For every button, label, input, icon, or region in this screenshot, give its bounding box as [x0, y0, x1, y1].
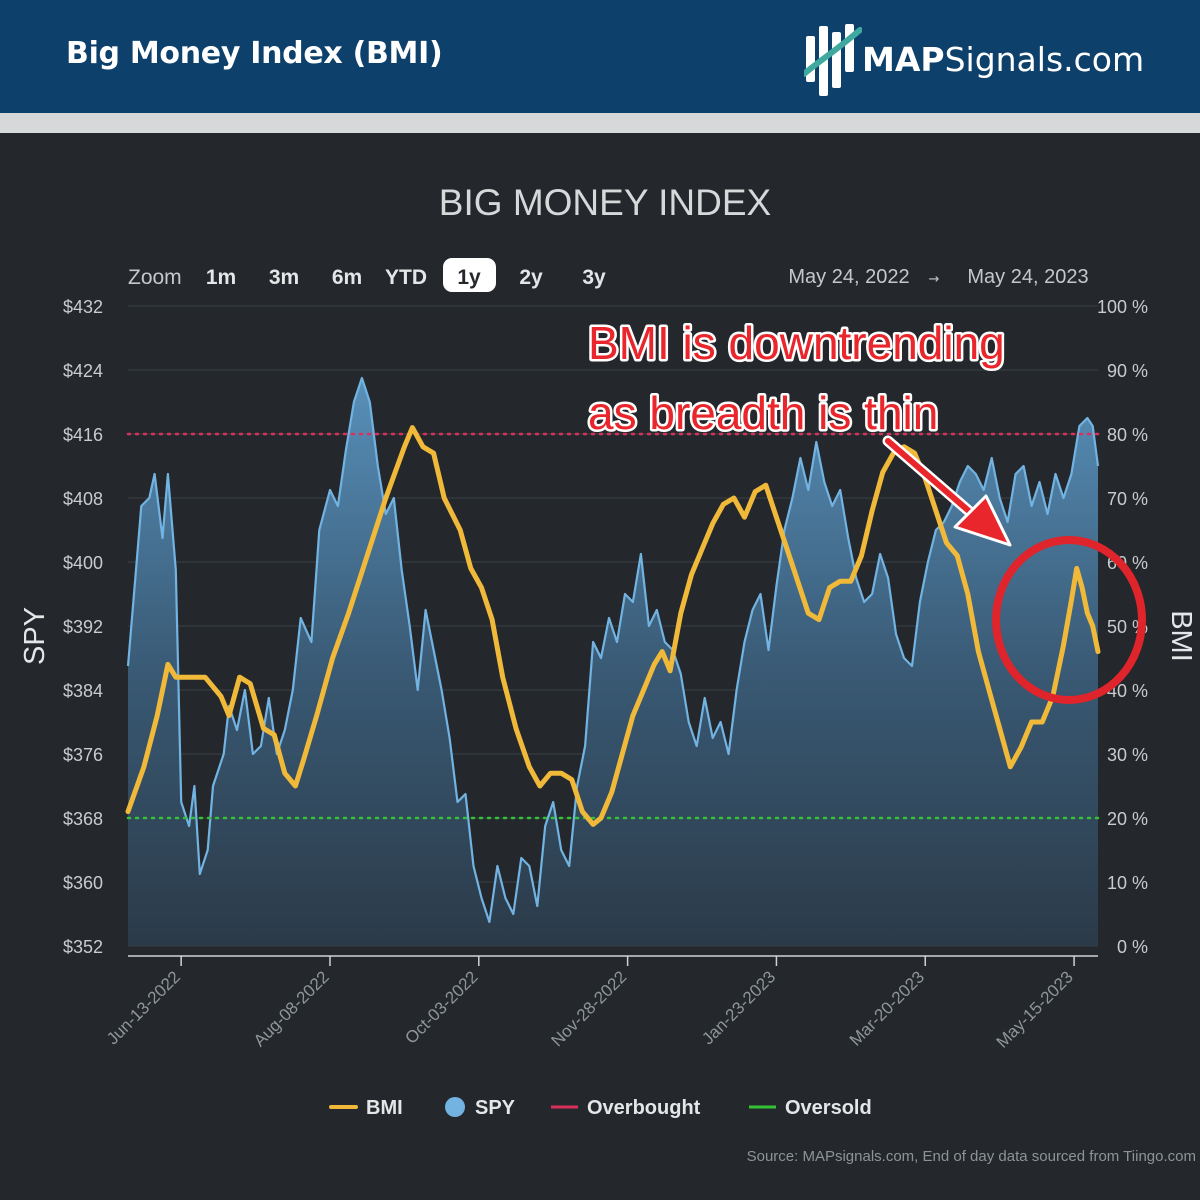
spy-area — [128, 378, 1098, 946]
range-to-input[interactable]: May 24, 2023 — [967, 266, 1088, 288]
y-tick-right: 80 % — [1107, 425, 1148, 445]
y-tick-right: 0 % — [1117, 937, 1148, 957]
bmi-series — [125, 425, 1101, 827]
y-tick-right: 70 % — [1107, 489, 1148, 509]
page-title: Big Money Index (BMI) — [66, 36, 443, 71]
y-tick-right: 100 % — [1097, 297, 1148, 317]
y-tick-left: $424 — [63, 361, 103, 381]
y-tick-left: $416 — [63, 425, 103, 445]
y-tick-left: $368 — [63, 809, 103, 829]
x-tick-label: Mar-20-2023 — [846, 967, 928, 1049]
zoom-option-3m[interactable]: 3m — [269, 266, 299, 289]
header-separator — [0, 113, 1200, 133]
y-tick-right: 90 % — [1107, 361, 1148, 381]
x-tick-label: May-15-2023 — [993, 967, 1077, 1051]
zoom-option-3y[interactable]: 3y — [582, 266, 606, 289]
zoom-option-2y[interactable]: 2y — [519, 266, 543, 289]
y-tick-left: $384 — [63, 681, 103, 701]
bmi-line — [125, 425, 1101, 827]
chart-panel: BIG MONEY INDEX Zoom 1m 3m 6m YTD 1y 2y … — [0, 133, 1200, 1200]
brand-rest: Signals.com — [944, 40, 1145, 79]
zoom-selected-highlight — [443, 258, 496, 292]
zoom-option-1y[interactable]: 1y — [457, 266, 481, 289]
legend: BMI SPY Overbought Oversold — [329, 1097, 872, 1119]
y-tick-left: $392 — [63, 617, 103, 637]
x-tick-label: Nov-28-2022 — [548, 967, 631, 1050]
y-axis-left-title: SPY — [19, 607, 51, 665]
legend-item-overbought[interactable]: Overbought — [551, 1097, 701, 1119]
legend-item-bmi[interactable]: BMI — [329, 1097, 403, 1119]
y-tick-left: $352 — [63, 937, 103, 957]
chart-title: BIG MONEY INDEX — [439, 182, 771, 223]
zoom-option-ytd[interactable]: YTD — [385, 266, 427, 289]
annotation-line-2: as breadth is thin — [588, 387, 938, 439]
legend-label-overbought: Overbought — [587, 1097, 701, 1119]
y-axis-right-title: BMI — [1165, 610, 1197, 662]
y-tick-right: 30 % — [1107, 745, 1148, 765]
brand-logo[interactable]: MAPSignals.com — [804, 22, 1144, 98]
y-tick-left: $408 — [63, 489, 103, 509]
legend-label-bmi: BMI — [366, 1097, 403, 1119]
annotation-circle-icon — [992, 536, 1146, 704]
range-arrow-icon: → — [929, 272, 940, 287]
bmi-chart: BIG MONEY INDEX Zoom 1m 3m 6m YTD 1y 2y … — [19, 182, 1197, 1165]
source-note: Source: MAPsignals.com, End of day data … — [747, 1148, 1196, 1165]
y-axis-left-ticks: $432 $424 $416 $408 $400 $392 $384 $376 $368 $360… — [63, 297, 103, 957]
brand-bold: MAP — [862, 40, 945, 79]
x-tick-label: Aug-08-2022 — [250, 967, 333, 1050]
x-axis-ticks: Jun-13-2022 Aug-08-2022 Oct-03-2022 Nov-28-… — [103, 955, 1098, 1052]
zoom-label: Zoom — [128, 266, 182, 289]
y-tick-left: $432 — [63, 297, 103, 317]
spy-series — [126, 376, 1100, 946]
legend-item-oversold[interactable]: Oversold — [749, 1097, 872, 1119]
x-tick-label: Jun-13-2022 — [103, 967, 184, 1048]
header-bar: Big Money Index (BMI) MAPSignals.com — [0, 0, 1200, 113]
date-range: May 24, 2022 → May 24, 2023 — [788, 266, 1088, 288]
y-tick-left: $400 — [63, 553, 103, 573]
y-tick-left: $376 — [63, 745, 103, 765]
x-tick-label: Jan-23-2023 — [698, 967, 779, 1048]
annotation: BMI is downtrending as breadth is thin — [586, 315, 1146, 704]
zoom-option-1m[interactable]: 1m — [206, 266, 236, 289]
zoom-controls: Zoom 1m 3m 6m YTD 1y 2y 3y — [128, 258, 606, 292]
y-tick-left: $360 — [63, 873, 103, 893]
legend-label-oversold: Oversold — [785, 1097, 872, 1119]
y-tick-right: 40 % — [1107, 681, 1148, 701]
brand-wordmark: MAPSignals.com — [862, 40, 1144, 79]
zoom-option-6m[interactable]: 6m — [332, 266, 362, 289]
legend-label-spy: SPY — [475, 1097, 516, 1119]
annotation-line-1: BMI is downtrending — [588, 317, 1005, 369]
legend-item-spy[interactable]: SPY — [445, 1097, 516, 1119]
reference-lines — [126, 432, 1100, 820]
y-tick-right: 20 % — [1107, 809, 1148, 829]
annotation-arrow-icon — [882, 435, 1012, 547]
y-tick-right: 10 % — [1107, 873, 1148, 893]
y-axis-right-ticks: 100 %90 %80 %70 %60 %50 %40 %30 %20 %10 … — [1097, 297, 1148, 957]
mapsignals-logo-icon — [804, 24, 862, 96]
x-tick-label: Oct-03-2022 — [401, 967, 481, 1047]
range-from-input[interactable]: May 24, 2022 — [788, 266, 909, 288]
